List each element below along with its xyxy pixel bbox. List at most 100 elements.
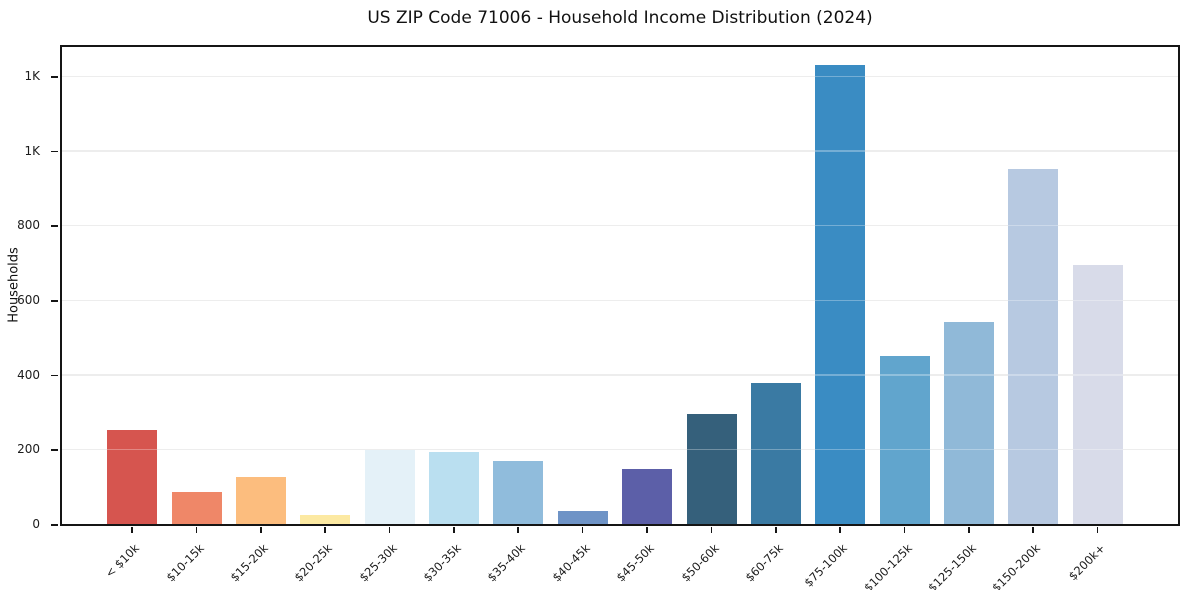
bar-$15-20k [235, 476, 286, 524]
x-tick-label: $75-100k [801, 541, 851, 590]
x-tick-label: $50-60k [678, 541, 722, 585]
x-label-anchor: $200k+ [1066, 537, 1144, 583]
x-slot: $35-40k [484, 527, 550, 589]
y-tick-label: 800 [17, 218, 40, 233]
x-slot: $200k+ [1066, 527, 1130, 589]
gridline-overlay [62, 374, 1178, 376]
y-tick-label: 1K [24, 143, 40, 158]
x-tick-mark [324, 527, 326, 533]
gridline [62, 75, 1178, 77]
x-tick-label: $30-35k [420, 541, 464, 585]
x-slot: $25-30k [356, 527, 422, 589]
bar-$10-15k [171, 492, 222, 524]
x-slot: $40-45k [549, 527, 615, 589]
x-tick-label: $60-75k [742, 541, 786, 585]
bar-slot [873, 47, 937, 524]
x-tick-mark [1096, 527, 1099, 533]
bar-slot [293, 47, 357, 524]
y-tick-label: 200 [17, 442, 40, 457]
x-tick-mark [259, 527, 262, 533]
y-tick-label: 0 [32, 517, 40, 531]
chart-title: US ZIP Code 71006 - Household Income Dis… [367, 8, 873, 28]
bar-$150-200k [1008, 169, 1059, 524]
bar-slot [229, 47, 293, 524]
gridline-overlay [62, 75, 1178, 77]
gridline [62, 299, 1178, 301]
bars-group [100, 47, 1130, 524]
bar-$50-60k [686, 413, 737, 524]
y-tick-mark [51, 374, 58, 377]
x-tick-label: $45-50k [613, 541, 658, 585]
y-tick-mark [51, 524, 58, 526]
y-tick-mark [51, 449, 58, 451]
bar-slot [422, 47, 486, 524]
x-tick-label: $20-25k [291, 541, 336, 585]
x-slot: $75-100k [802, 527, 872, 590]
x-slot: $150-200k [990, 527, 1065, 590]
x-tick-label: $200k+ [1065, 541, 1108, 584]
bar-$200k+ [1072, 265, 1123, 524]
bar-$45-50k [622, 469, 673, 524]
y-tick-label: 1K [24, 69, 40, 83]
x-slot: $100-125k [861, 527, 937, 590]
x-tick-mark [968, 527, 970, 533]
bar-slot [808, 47, 872, 524]
bar-$20-25k [300, 514, 351, 524]
bar-$60-75k [750, 382, 801, 524]
x-slot: $45-50k [613, 527, 679, 589]
gridline [62, 224, 1178, 227]
bar-$100-125k [879, 356, 930, 524]
x-tick-mark [131, 527, 133, 533]
bar-slot [486, 47, 550, 524]
x-tick-mark [646, 527, 648, 533]
bar-slot [1066, 47, 1130, 524]
y-tick-mark [51, 225, 58, 227]
x-tick-mark [388, 527, 391, 533]
bar-< $10k [107, 429, 158, 524]
gridline-overlay [62, 448, 1178, 451]
x-slot: $10-15k [163, 527, 228, 589]
x-tick-mark [903, 527, 906, 533]
x-tick-label: $25-30k [356, 541, 400, 585]
bar-slot [744, 47, 808, 524]
y-tick-mark [51, 76, 58, 78]
x-axis: < $10k $10-15k $15-20k $20-25k $25-30k $30-35… [60, 527, 1180, 590]
bar-$75-100k [815, 64, 866, 524]
bar-slot [358, 47, 422, 524]
bar-$30-35k [429, 452, 480, 524]
x-tick-mark [581, 527, 584, 533]
gridline [62, 448, 1178, 451]
gridline-overlay [62, 150, 1178, 152]
y-tick-mark [51, 300, 58, 302]
bar-$125-150k [944, 322, 995, 524]
bar-slot [615, 47, 679, 524]
x-tick-label: $10-15k [163, 541, 207, 585]
gridline-overlay [62, 299, 1178, 301]
x-tick-mark [774, 527, 777, 533]
x-tick-mark [1032, 527, 1035, 533]
bar-slot [679, 47, 743, 524]
bar-$25-30k [364, 450, 415, 524]
x-tick-mark [710, 527, 713, 533]
gridline [62, 150, 1178, 152]
plot-area [60, 45, 1180, 526]
bar-slot [551, 47, 615, 524]
x-tick-label: $15-20k [227, 541, 271, 585]
bar-slot [164, 47, 228, 524]
x-slot: $50-60k [678, 527, 743, 589]
bar-slot [100, 47, 164, 524]
x-tick-mark [195, 527, 198, 533]
x-tick-label: $40-45k [549, 541, 593, 585]
gridline-overlay [62, 224, 1178, 227]
x-slot: $15-20k [227, 527, 293, 589]
y-tick-mark [51, 150, 58, 153]
x-tick-label: $35-40k [484, 541, 529, 585]
y-axis-ticks: 0 200 400 600 800 1K 1K [0, 45, 58, 531]
x-tick-mark [453, 527, 455, 533]
x-slot: $125-150k [925, 527, 1001, 590]
bar-$40-45k [557, 510, 608, 524]
bar-slot [937, 47, 1001, 524]
x-slot: $30-35k [420, 527, 486, 589]
x-tick-label: < $10k [102, 541, 143, 581]
